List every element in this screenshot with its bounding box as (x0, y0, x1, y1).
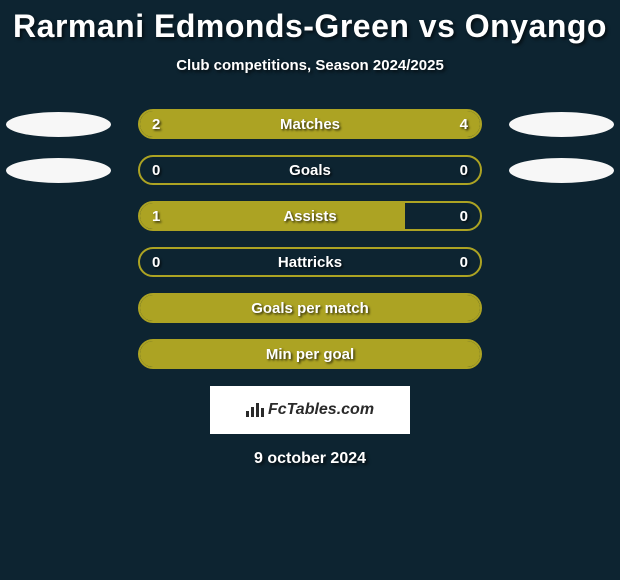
bar-value-right: 4 (460, 111, 468, 137)
bar-value-left: 0 (152, 249, 160, 275)
bar-value-right: 0 (460, 157, 468, 183)
bar-track: Goals per match (138, 293, 482, 323)
footer-date: 9 october 2024 (0, 450, 620, 468)
bar-fill-left (140, 203, 405, 229)
player-badge-right (509, 112, 614, 137)
bar-value-right: 0 (460, 249, 468, 275)
bar-track: 0 0Goals (138, 155, 482, 185)
bar-label: Goals (140, 157, 480, 183)
bar-value-right: 0 (460, 203, 468, 229)
comparison-infographic: Rarmani Edmonds-Green vs Onyango Club co… (0, 0, 620, 580)
logo-box: FcTables.com (210, 386, 410, 434)
bar-track: 0 0Hattricks (138, 247, 482, 277)
page-title: Rarmani Edmonds-Green vs Onyango (0, 0, 620, 45)
stat-row: 24Matches (0, 104, 620, 150)
bar-fill-right (252, 111, 480, 137)
bar-track: Min per goal (138, 339, 482, 369)
player-badge-right (509, 158, 614, 183)
bar-fill-left (140, 341, 480, 367)
bar-track: 10Assists (138, 201, 482, 231)
bar-value-left: 0 (152, 157, 160, 183)
stat-row: 10Assists (0, 196, 620, 242)
stat-row: Goals per match (0, 288, 620, 334)
logo-bars-icon (246, 403, 264, 417)
bar-value-left: 2 (152, 111, 160, 137)
chart-area: 24Matches00Goals10Assists00HattricksGoal… (0, 104, 620, 380)
player-badge-left (6, 158, 111, 183)
logo: FcTables.com (246, 401, 374, 419)
subtitle: Club competitions, Season 2024/2025 (0, 57, 620, 74)
bar-value-left: 1 (152, 203, 160, 229)
stat-row: 0 0Goals (0, 150, 620, 196)
stat-row: 0 0Hattricks (0, 242, 620, 288)
bar-track: 24Matches (138, 109, 482, 139)
stat-row: Min per goal (0, 334, 620, 380)
player-badge-left (6, 112, 111, 137)
bar-fill-left (140, 295, 480, 321)
bar-label: Hattricks (140, 249, 480, 275)
logo-text: FcTables.com (268, 401, 374, 419)
